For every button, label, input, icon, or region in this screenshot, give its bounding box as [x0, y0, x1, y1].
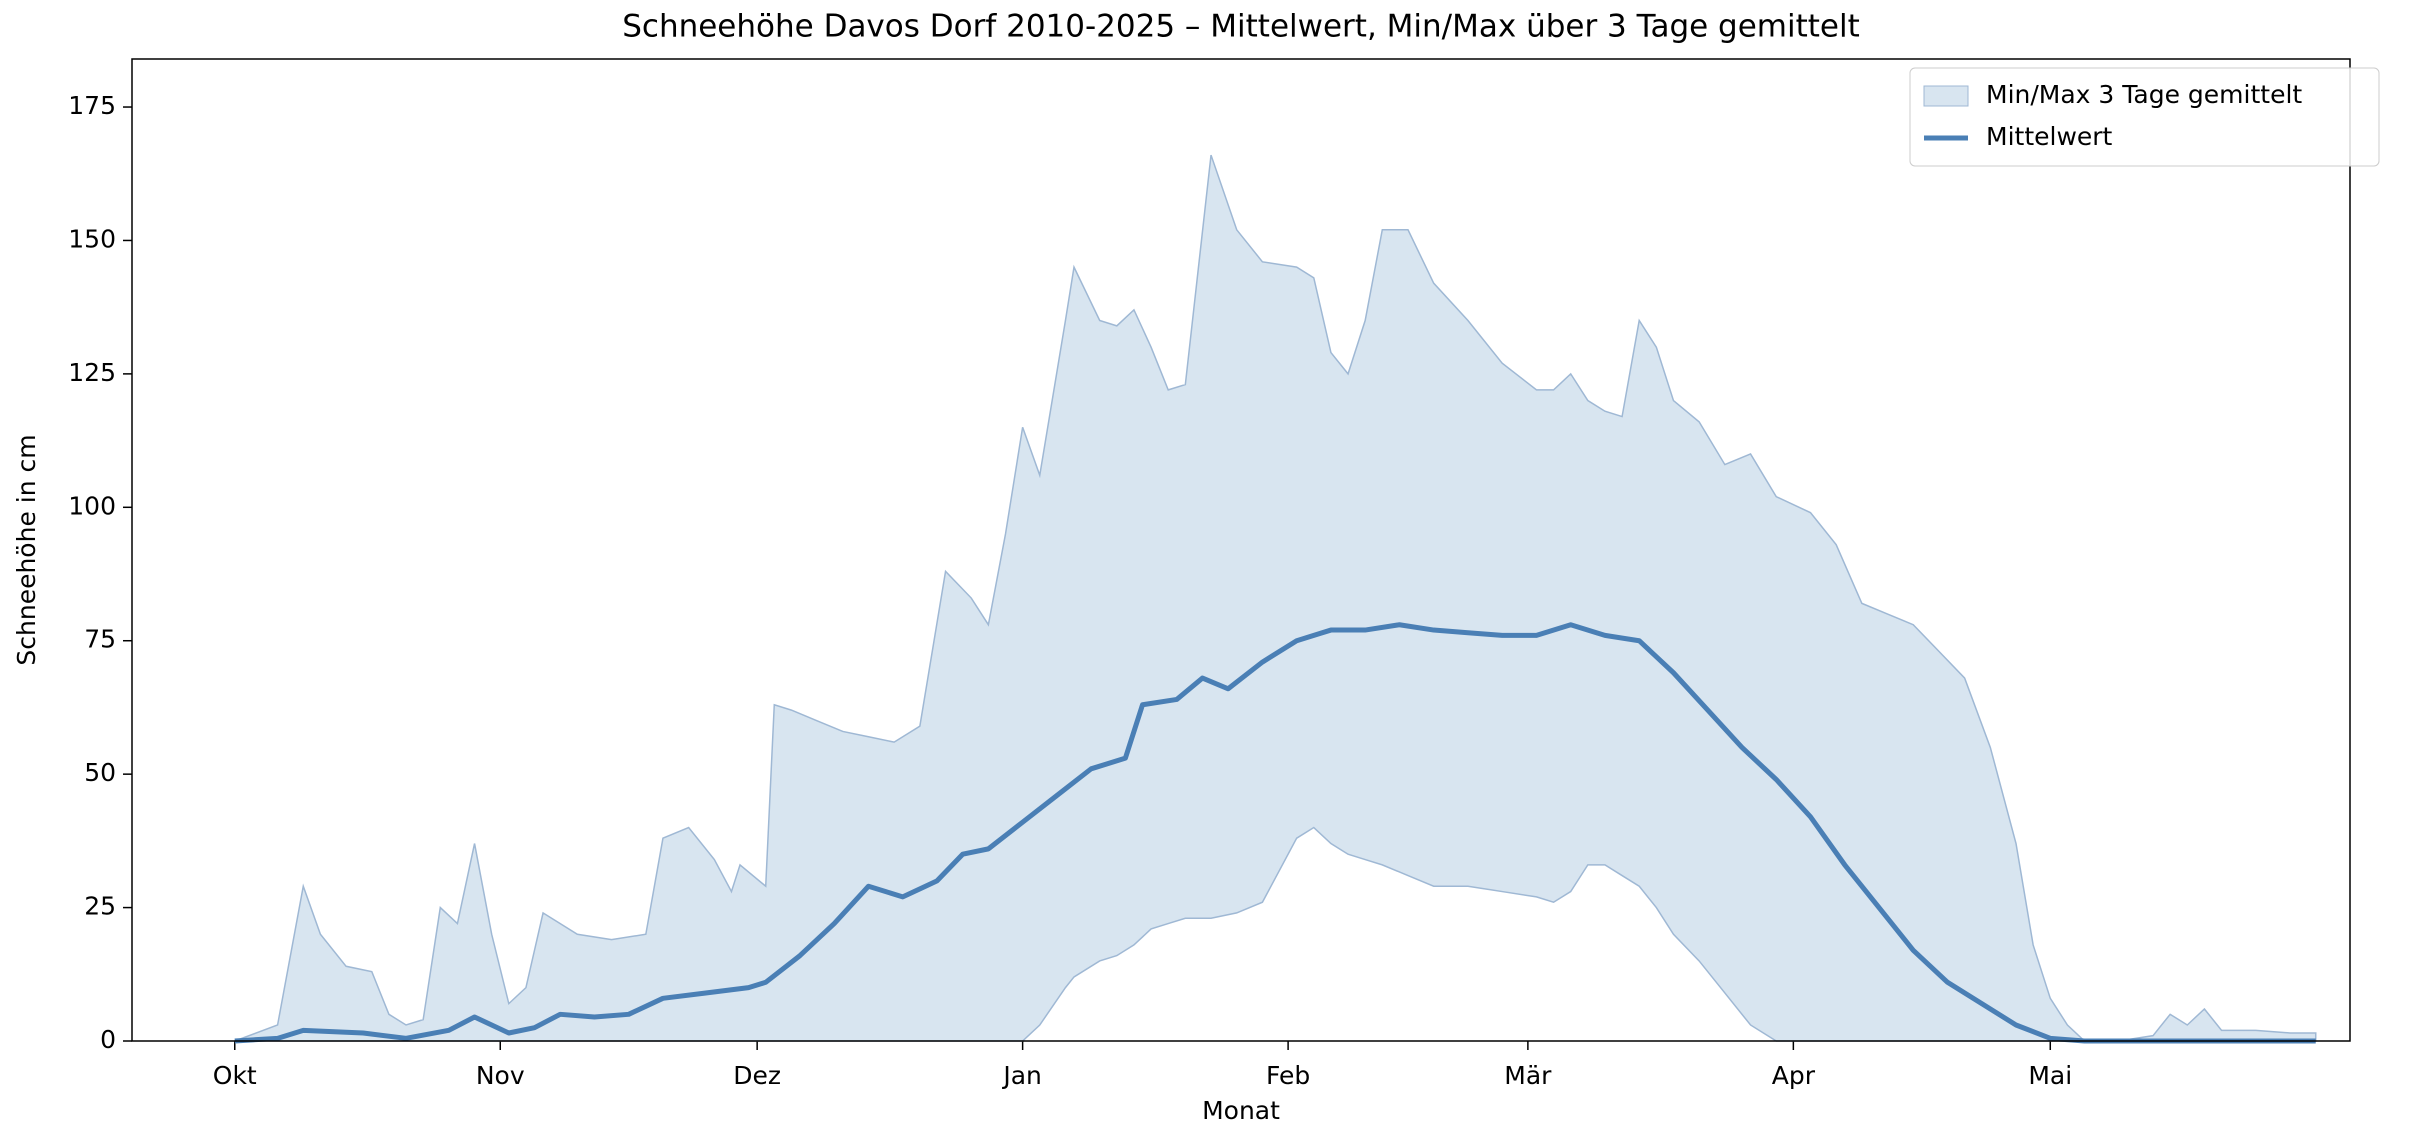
mean-line: [234, 622, 2316, 1044]
min-max-band: [234, 154, 2317, 1042]
y-tick-label: 150: [68, 224, 116, 253]
x-tick-label: Mär: [1504, 1061, 1552, 1090]
legend-label: Min/Max 3 Tage gemittelt: [1986, 80, 2302, 109]
x-tick-label: Dez: [733, 1061, 781, 1090]
y-tick-label: 125: [68, 358, 116, 387]
x-tick-label: Jan: [1001, 1061, 1042, 1090]
x-axis-label: Monat: [1202, 1096, 1280, 1124]
y-tick-label: 0: [100, 1025, 116, 1054]
x-tick-label: Feb: [1266, 1061, 1310, 1090]
plot-frame: [131, 58, 2351, 1042]
legend-swatch: [1923, 85, 1969, 107]
y-tick-label: 75: [84, 625, 116, 654]
y-tick-label: 100: [68, 491, 116, 520]
legend-box: [1909, 67, 2380, 167]
y-axis-label: Schneehöhe in cm: [12, 434, 41, 665]
x-tick-label: Apr: [1772, 1061, 1816, 1090]
x-tick-label: Okt: [213, 1061, 257, 1090]
y-tick-label: 50: [84, 758, 116, 787]
x-tick-label: Mai: [2028, 1061, 2072, 1090]
x-tick-label: Nov: [476, 1061, 525, 1090]
chart-title: Schneehöhe Davos Dorf 2010-2025 – Mittel…: [622, 9, 1860, 45]
y-tick-label: 25: [84, 892, 116, 921]
legend-label: Mittelwert: [1986, 122, 2113, 151]
y-tick-label: 175: [68, 91, 116, 120]
